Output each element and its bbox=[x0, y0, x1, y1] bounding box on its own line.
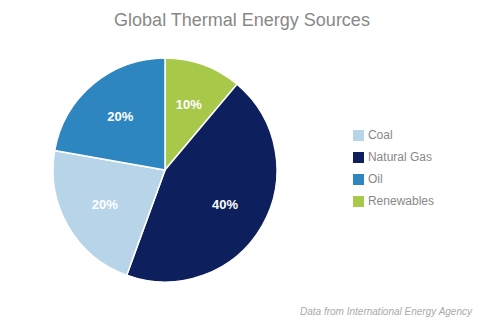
svg-text:20%: 20% bbox=[107, 109, 133, 124]
html-text:Renewables: Renewables bbox=[368, 193, 434, 208]
svg-text:40%: 40% bbox=[212, 197, 238, 212]
svg-text:20%: 20% bbox=[92, 197, 118, 212]
html-text:Global Thermal Energy Sources: Global Thermal Energy Sources bbox=[114, 10, 370, 30]
html-text:Oil: Oil bbox=[368, 171, 383, 186]
html-text:Natural Gas: Natural Gas bbox=[368, 149, 432, 164]
svg-text:10%: 10% bbox=[176, 97, 202, 112]
html-text:Coal: Coal bbox=[368, 127, 393, 142]
html-text:Data from International Energy: Data from International Energy Agency bbox=[300, 306, 472, 317]
